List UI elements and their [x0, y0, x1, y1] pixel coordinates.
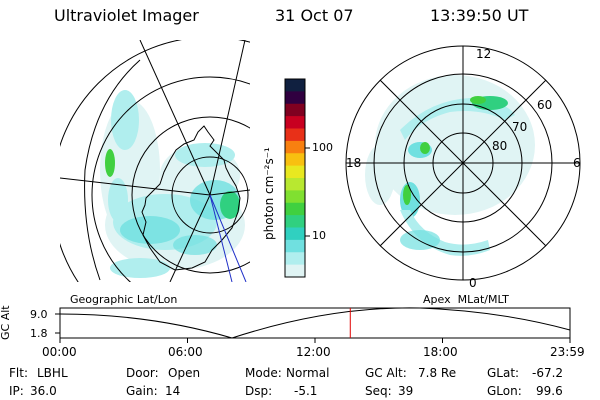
geographic-caption: Geographic Lat/Lon [70, 293, 178, 306]
mlat-label-60: 60 [537, 98, 553, 112]
colorbar [285, 79, 305, 278]
mlat-label-80: 80 [492, 139, 508, 153]
colorbar-segment [285, 215, 305, 228]
ip-value: 36.0 [30, 384, 57, 398]
colorbar-segment [285, 190, 305, 204]
mode-value: Normal [286, 366, 330, 380]
gain-label: Gain: [126, 384, 158, 398]
colorbar-frame [284, 78, 306, 278]
glon-value: 99.6 [536, 384, 563, 398]
polar-spokes [346, 46, 580, 280]
glat-label: GLat: [487, 366, 520, 380]
dsp-label: Dsp: [245, 384, 273, 398]
auroral-emission [105, 90, 240, 278]
apex-caption: Apex MLat/MLT [423, 293, 509, 306]
gain-value: 14 [165, 384, 181, 398]
time-axis-ticks [59, 338, 571, 343]
colorbar-unit-label: photon cm⁻²s⁻¹ [262, 147, 276, 240]
gcalt-value: 7.8 Re [418, 366, 457, 380]
flt-label: Flt: [9, 366, 28, 380]
seq-value: 39 [398, 384, 414, 398]
door-value: Open [168, 366, 201, 380]
dsp-value: -5.1 [294, 384, 318, 398]
mode-label: Mode: [245, 366, 282, 380]
time-label-0000: 00:00 [42, 345, 77, 359]
gcalt-label: GC Alt: [365, 366, 407, 380]
colorbar-segment [285, 202, 305, 216]
coastline [141, 125, 241, 271]
header-time: 13:39:50 UT [430, 6, 529, 25]
colorbar-segment [285, 91, 305, 105]
alt-ytick-1.8: 1.8 [30, 327, 48, 340]
mlt-label-0: 0 [469, 276, 477, 290]
colorbar-segment [285, 103, 305, 117]
seq-label: Seq: [365, 384, 392, 398]
alt-ytick-9: 9.0 [30, 308, 48, 321]
colorbar-label-100: 100 [312, 141, 333, 154]
latitude-circles [60, 40, 250, 282]
altitude-curve [59, 307, 571, 339]
track-lines [209, 194, 247, 282]
instrument-title: Ultraviolet Imager [54, 6, 199, 25]
time-label-1800: 18:00 [423, 345, 458, 359]
ip-label: IP: [9, 384, 24, 398]
colorbar-segment [285, 153, 305, 167]
header-date: 31 Oct 07 [275, 6, 354, 25]
altitude-plot [55, 307, 571, 343]
time-label-1200: 12:00 [296, 345, 331, 359]
colorbar-segment [285, 79, 305, 92]
geographic-map [60, 40, 250, 282]
altitude-frame [59, 307, 571, 339]
colorbar-segment [285, 264, 305, 278]
glat-value: -67.2 [532, 366, 564, 380]
colorbar-segment [285, 239, 305, 253]
polar-plot [345, 45, 581, 281]
colorbar-segment [285, 178, 305, 191]
polar-emission [365, 75, 535, 256]
mlt-label-6: 6 [573, 156, 581, 170]
colorbar-segment [285, 116, 305, 129]
altitude-ylabel: GC Alt [0, 305, 12, 340]
colorbar-segment [285, 252, 305, 266]
time-label-2359: 23:59 [550, 345, 585, 359]
colorbar-segment [285, 128, 305, 142]
mlt-label-18: 18 [346, 156, 362, 170]
colorbar-label-10: 10 [312, 229, 326, 242]
glon-label: GLon: [487, 384, 522, 398]
colorbar-segment [285, 140, 305, 154]
flt-value: LBHL [37, 366, 68, 380]
mlat-label-70: 70 [512, 120, 528, 134]
mlt-label-12: 12 [476, 47, 492, 61]
time-label-0600: 06:00 [168, 345, 203, 359]
colorbar-segment [285, 165, 305, 179]
door-label: Door: [126, 366, 159, 380]
colorbar-segment [285, 227, 305, 241]
map-limb [84, 59, 141, 281]
